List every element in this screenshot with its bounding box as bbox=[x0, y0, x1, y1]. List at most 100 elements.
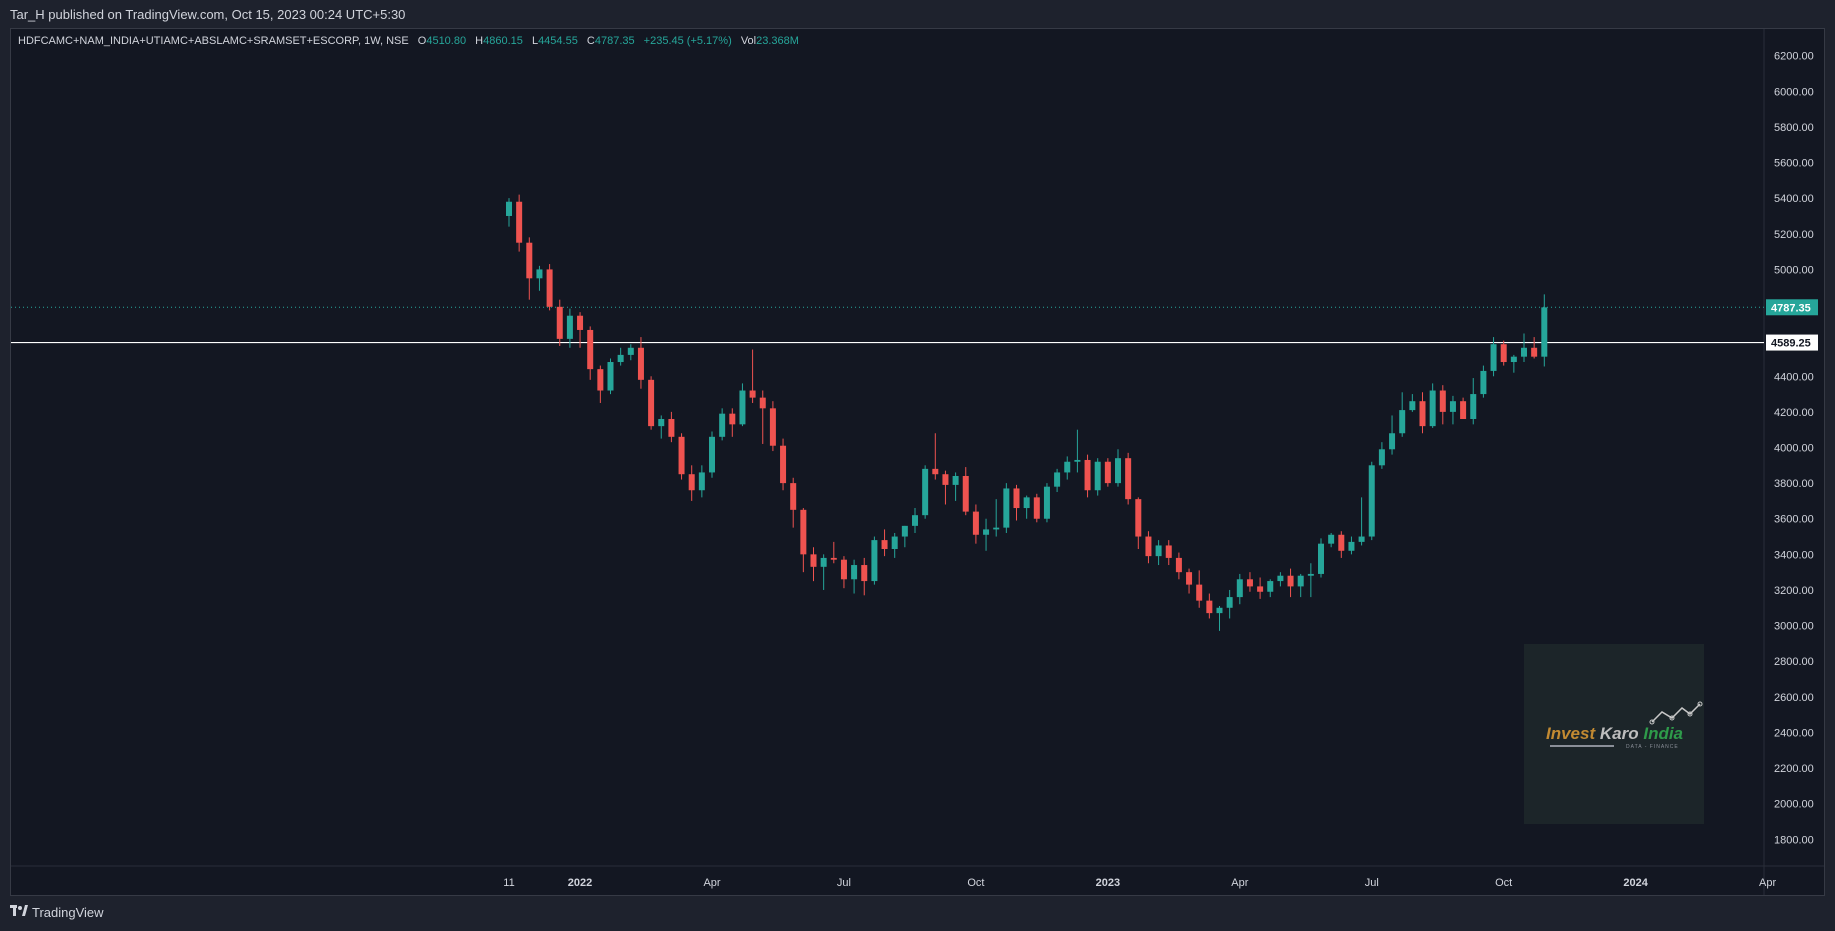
candle-body bbox=[1175, 557, 1182, 573]
candle-body bbox=[556, 306, 563, 339]
candle-body bbox=[1196, 584, 1203, 601]
footer-brand-label: TradingView bbox=[32, 905, 104, 920]
last-price-tag: 4787.35 bbox=[1771, 302, 1811, 314]
candle-body bbox=[1094, 461, 1101, 491]
candle-body bbox=[1054, 472, 1061, 487]
candle-body bbox=[668, 419, 675, 437]
price-tick-label: 2600.00 bbox=[1774, 692, 1814, 704]
candle-body bbox=[1216, 607, 1223, 614]
candle-body bbox=[1043, 486, 1050, 519]
candle-body bbox=[901, 525, 908, 537]
candle-body bbox=[1236, 579, 1243, 598]
candle-body bbox=[1460, 401, 1467, 420]
candle-body bbox=[983, 529, 990, 535]
candle-body bbox=[780, 445, 787, 484]
time-tick-label: 11 bbox=[503, 877, 514, 889]
candle-body bbox=[1165, 545, 1172, 558]
change-value: +235.45 (+5.17%) bbox=[643, 35, 732, 47]
high-value: 4860.15 bbox=[483, 35, 523, 47]
price-tick-label: 4400.00 bbox=[1774, 371, 1814, 383]
close-value: 4787.35 bbox=[594, 35, 635, 47]
candle-body bbox=[1409, 401, 1416, 411]
time-tick-label: Apr bbox=[703, 877, 720, 889]
candle-body bbox=[1389, 433, 1396, 450]
footer-brand[interactable]: TradingView bbox=[10, 905, 104, 920]
candle-body bbox=[719, 413, 726, 437]
time-tick-label: 2023 bbox=[1096, 877, 1120, 889]
candle-body bbox=[546, 269, 553, 307]
candle-body bbox=[840, 559, 847, 580]
candle-body bbox=[1470, 394, 1477, 420]
candle-body bbox=[1084, 459, 1091, 491]
horizontal-line-tag-bg bbox=[1766, 334, 1818, 351]
price-tick-label: 3200.00 bbox=[1774, 585, 1814, 597]
watermark-word-1: Invest bbox=[1546, 724, 1596, 743]
candle-body bbox=[607, 362, 614, 391]
candle-body bbox=[1287, 575, 1294, 587]
watermark-word-3: India bbox=[1643, 724, 1684, 743]
chart-frame[interactable] bbox=[10, 28, 1825, 896]
price-tick-label: 2200.00 bbox=[1774, 763, 1814, 775]
open-value: 4510.80 bbox=[426, 35, 467, 47]
price-tick-label: 3600.00 bbox=[1774, 514, 1814, 526]
time-tick-label: Jul bbox=[837, 877, 851, 889]
candle-body bbox=[1521, 347, 1527, 357]
candle-body bbox=[1348, 541, 1355, 551]
time-tick-label: Oct bbox=[967, 877, 984, 889]
symbol-name[interactable]: HDFCAMC+NAM_INDIA+UTIAMC+ABSLAMC+SRAMSET… bbox=[18, 35, 409, 47]
candle-body bbox=[1257, 586, 1264, 592]
price-tick-label: 2000.00 bbox=[1774, 799, 1814, 811]
candle-body bbox=[1125, 458, 1132, 500]
candle-body bbox=[698, 472, 705, 491]
candle-body bbox=[587, 329, 594, 370]
low-value: 4454.55 bbox=[538, 35, 578, 47]
volume-value: 23.368M bbox=[756, 35, 799, 47]
candle-body bbox=[1104, 461, 1111, 484]
candle-body bbox=[1510, 356, 1517, 363]
candle-body bbox=[1490, 344, 1497, 371]
candle-body bbox=[1135, 499, 1142, 537]
candle-body bbox=[1368, 465, 1375, 537]
candle-body bbox=[810, 554, 817, 567]
candle-body bbox=[1277, 575, 1284, 582]
price-tick-label: 3400.00 bbox=[1774, 549, 1814, 561]
price-tick-label: 5600.00 bbox=[1774, 158, 1814, 170]
candle-body bbox=[800, 509, 807, 555]
candle-body bbox=[1206, 600, 1213, 614]
price-tick-label: 6200.00 bbox=[1774, 51, 1814, 63]
candle-body bbox=[678, 436, 685, 475]
candle-body bbox=[536, 269, 543, 279]
candle-body bbox=[993, 527, 1000, 530]
candle-body bbox=[891, 536, 898, 550]
candle-body bbox=[952, 475, 959, 485]
candle-body bbox=[972, 511, 979, 535]
candle-body bbox=[709, 436, 715, 473]
candle-body bbox=[1338, 534, 1345, 551]
candle-body bbox=[790, 483, 797, 510]
candle-body bbox=[617, 354, 624, 363]
candle-body bbox=[912, 515, 918, 526]
candle-body bbox=[597, 369, 604, 391]
candle-body bbox=[1155, 545, 1162, 557]
candle-body bbox=[1399, 410, 1406, 434]
price-tick-label: 1800.00 bbox=[1774, 834, 1814, 846]
candle-body bbox=[851, 565, 858, 580]
time-tick-label: 2022 bbox=[568, 877, 592, 889]
price-tick-label: 5000.00 bbox=[1774, 264, 1814, 276]
candle-body bbox=[1115, 458, 1121, 484]
candle-body bbox=[1226, 597, 1233, 608]
top-bar: Tar_H published on TradingView.com, Oct … bbox=[0, 0, 1835, 28]
price-tick-label: 4000.00 bbox=[1774, 443, 1814, 455]
candle-body bbox=[1449, 401, 1456, 412]
price-tick-label: 4200.00 bbox=[1774, 407, 1814, 419]
candle-body bbox=[627, 347, 634, 355]
watermark-brand: Invest Karo India bbox=[1546, 724, 1683, 744]
candle-body bbox=[1003, 488, 1010, 528]
candle-body bbox=[1013, 488, 1020, 509]
candle-body bbox=[1145, 536, 1152, 557]
time-tick-label: Oct bbox=[1495, 877, 1512, 889]
price-tick-label: 5400.00 bbox=[1774, 193, 1814, 205]
volume-label: Vol bbox=[740, 35, 757, 47]
price-tick-label: 2800.00 bbox=[1774, 656, 1814, 668]
